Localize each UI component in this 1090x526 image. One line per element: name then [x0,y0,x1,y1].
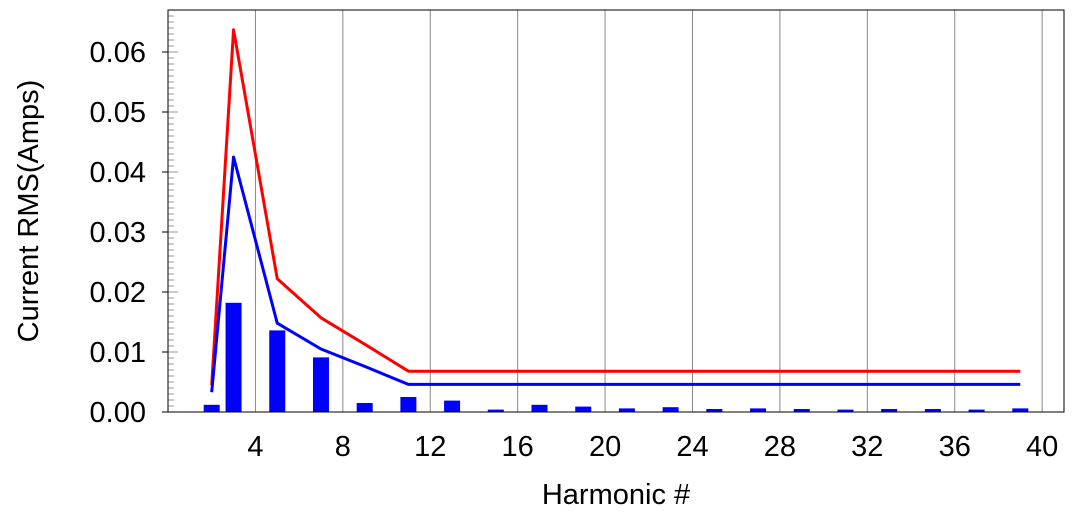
bar-harmonic-31 [837,409,854,412]
grid-lines [254,10,1043,412]
limit-lines [210,28,1021,393]
series-line-1 [210,28,1021,386]
bar-harmonic-15 [487,409,504,412]
bar-harmonic-17 [531,404,548,412]
y-tick-label: 0.00 [90,397,146,429]
bar-harmonic-11 [400,397,417,412]
harmonic-bars [203,302,1029,412]
y-axis-title: Current RMS(Amps) [13,80,45,343]
x-tick-label: 4 [247,431,263,463]
x-tick-label: 16 [502,431,534,463]
bar-harmonic-25 [706,409,723,412]
x-tick-label: 36 [939,431,971,463]
plot-area-frame [167,9,1065,413]
y-tick-label: 0.02 [90,277,146,309]
y-tick-label: 0.04 [90,157,146,189]
bar-harmonic-13 [444,400,461,412]
y-minor-ticks [168,15,178,413]
y-tick-label: 0.03 [90,217,146,249]
x-tick-label: 24 [676,431,708,463]
bar-harmonic-9 [356,403,373,412]
bar-harmonic-29 [793,409,810,412]
y-tick-label: 0.01 [90,337,146,369]
bar-harmonic-39 [1012,408,1029,412]
bar-harmonic-5 [269,330,286,412]
bar-harmonic-2 [203,404,220,412]
x-tick-label: 8 [335,431,351,463]
series-line-2 [210,155,1021,393]
y-tick-label: 0.05 [90,97,146,129]
x-axis-title: Harmonic # [542,479,690,511]
x-tick-label: 12 [414,431,446,463]
bar-harmonic-21 [618,408,635,412]
x-tick-label: 28 [764,431,796,463]
y-axis-tick-labels: 0.00 0.01 0.02 0.03 0.04 0.05 0.06 [90,37,168,429]
bar-harmonic-7 [312,357,329,412]
bar-harmonic-33 [881,409,898,412]
x-tick-label: 20 [589,431,621,463]
y-tick-label: 0.06 [90,37,146,69]
bar-harmonic-19 [575,406,592,412]
bar-harmonic-3 [225,302,242,412]
bar-harmonic-27 [750,408,767,412]
x-tick-label: 32 [851,431,883,463]
bar-harmonic-37 [968,409,985,412]
x-axis-tick-labels: 4 8 12 16 20 24 28 32 36 40 [247,431,1058,463]
bar-harmonic-23 [662,407,679,412]
bar-harmonic-35 [924,409,941,412]
x-tick-label: 40 [1026,431,1058,463]
